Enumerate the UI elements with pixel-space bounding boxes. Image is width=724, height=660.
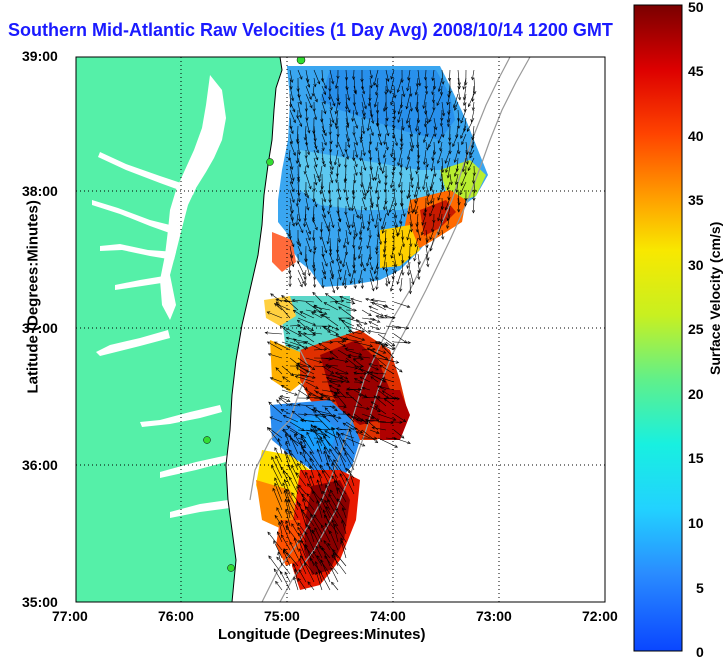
colorbar-tick: 45 [688, 63, 704, 79]
x-tick-label: 76:00 [158, 608, 194, 624]
velocity-arrow [394, 334, 407, 343]
colorbar-tick: 25 [688, 321, 704, 337]
x-tick-label: 73:00 [476, 608, 512, 624]
y-tick-label: 37:00 [22, 320, 58, 336]
colorbar-tick: 15 [688, 450, 704, 466]
colorbar-tick: 40 [688, 128, 704, 144]
velocity-arrow [276, 581, 282, 590]
x-tick-label: 72:00 [582, 608, 618, 624]
y-tick-label: 38:00 [22, 183, 58, 199]
colorbar-tick: 30 [688, 257, 704, 273]
colorbar-tick: 10 [688, 515, 704, 531]
x-axis-label: Longitude (Degrees:Minutes) [218, 626, 426, 643]
x-tick-label: 74:00 [370, 608, 406, 624]
colorbar-tick: 50 [688, 0, 704, 15]
velocity-arrow [370, 310, 383, 316]
velocity-arrow [368, 331, 386, 334]
velocity-arrow [474, 78, 475, 94]
colorbar [634, 5, 682, 651]
velocity-arrow [362, 310, 371, 316]
colorbar-tick: 35 [688, 192, 704, 208]
y-axis-label: Latitude (Degrees:Minutes) [25, 204, 42, 394]
colorbar-label: Surface Velocity (cm/s) [707, 225, 723, 375]
y-tick-label: 36:00 [22, 457, 58, 473]
x-tick-label: 77:00 [52, 608, 88, 624]
y-tick-label: 39:00 [22, 48, 58, 64]
velocity-arrow [332, 582, 339, 590]
colorbar-tick: 0 [696, 644, 704, 660]
velocity-arrow [331, 568, 338, 582]
colorbar-tick: 20 [688, 386, 704, 402]
velocity-arrow [265, 333, 282, 334]
x-tick-label: 75:00 [264, 608, 300, 624]
velocity-arrow [298, 270, 304, 284]
velocity-arrow [394, 342, 410, 343]
land-mass [76, 57, 282, 602]
colorbar-tick: 5 [696, 580, 704, 596]
velocity-arrow [394, 438, 410, 443]
